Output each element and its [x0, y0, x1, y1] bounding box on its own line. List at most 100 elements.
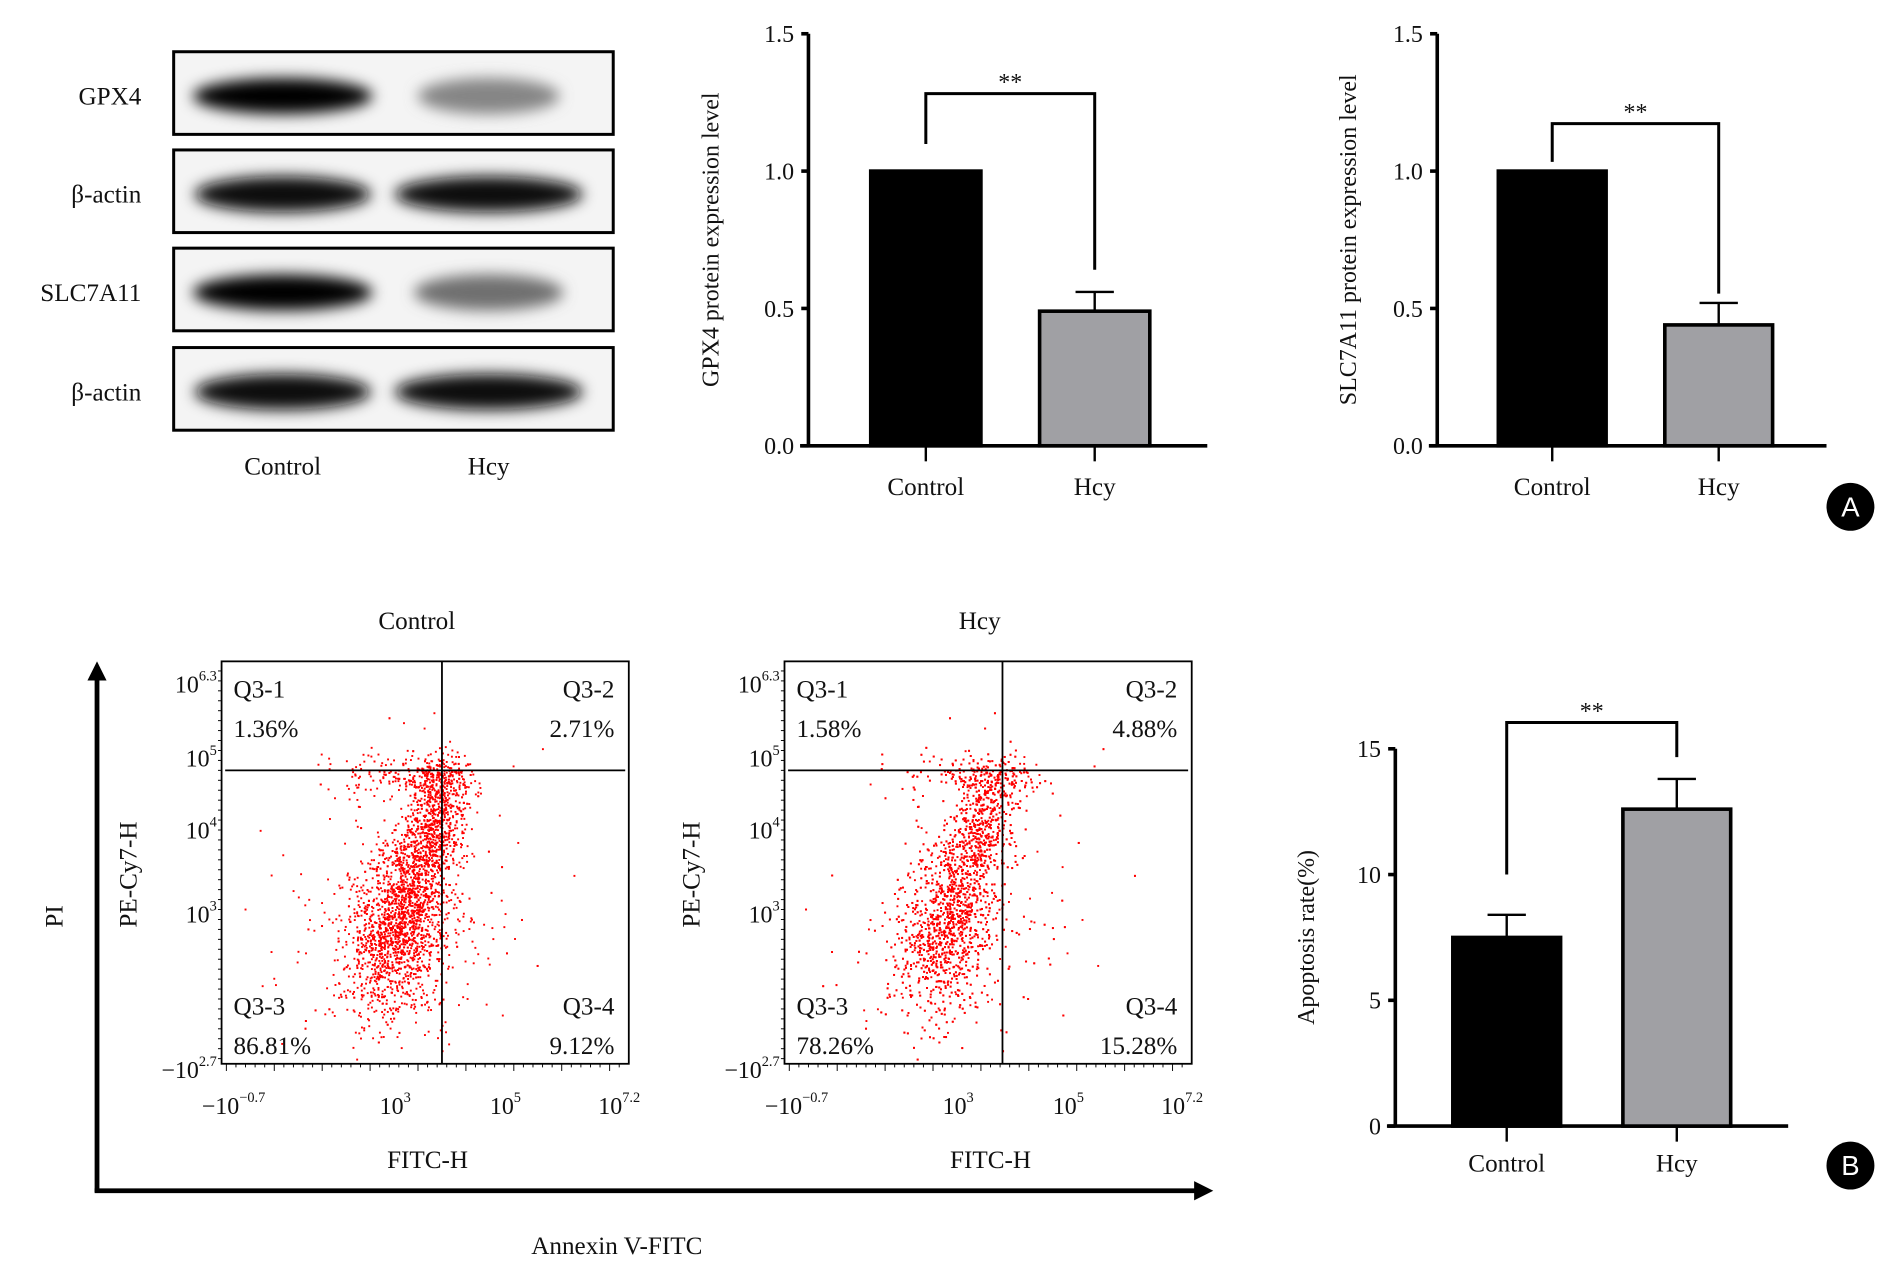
event-dot — [469, 763, 472, 766]
event-dot — [423, 802, 426, 805]
event-dot — [360, 952, 363, 955]
event-dot — [410, 831, 413, 834]
event-dot — [390, 871, 393, 874]
protein-band — [417, 78, 560, 115]
event-dot — [404, 925, 407, 928]
event-dot — [391, 888, 394, 891]
event-dot — [348, 918, 351, 921]
event-dot — [309, 919, 311, 922]
event-dot — [428, 851, 431, 854]
event-dot — [450, 755, 453, 758]
event-dot — [464, 784, 467, 787]
event-dot — [378, 942, 381, 945]
event-dot — [377, 753, 380, 756]
event-dot — [464, 828, 467, 831]
event-dot — [397, 777, 399, 780]
event-dot — [448, 884, 451, 886]
event-dot — [447, 866, 450, 869]
event-dot — [462, 912, 465, 915]
event-dot — [437, 837, 440, 840]
event-dot — [422, 772, 425, 775]
event-dot — [399, 856, 401, 859]
event-dot — [433, 823, 436, 826]
event-dot — [456, 812, 459, 815]
event-dot — [348, 878, 351, 881]
event-dot — [400, 901, 403, 903]
event-dot — [458, 861, 461, 864]
event-dot — [364, 905, 367, 908]
event-dot — [366, 889, 369, 891]
event-dot — [420, 969, 423, 972]
event-dot — [437, 774, 440, 776]
event-dot — [371, 886, 374, 889]
event-dot — [423, 889, 426, 891]
event-dot — [421, 878, 424, 881]
event-dot — [399, 926, 402, 929]
event-dot — [390, 941, 393, 944]
event-dot — [390, 938, 393, 941]
event-dot — [415, 855, 418, 858]
event-dot — [430, 943, 433, 946]
event-dot — [412, 868, 415, 871]
event-dot — [442, 935, 445, 938]
event-dot — [410, 865, 413, 868]
event-dot — [395, 894, 398, 897]
event-dot — [380, 913, 383, 916]
event-dot — [987, 819, 990, 822]
event-dot — [436, 768, 439, 771]
event-dot — [387, 950, 390, 953]
event-dot — [398, 912, 401, 915]
event-dot — [369, 920, 372, 922]
event-dot — [425, 894, 427, 897]
y-axis-title: PE-Cy7-H — [116, 821, 143, 927]
event-dot — [390, 921, 393, 924]
event-dot — [372, 936, 374, 939]
event-dot — [417, 848, 420, 851]
event-dot — [415, 865, 418, 868]
event-dot — [406, 941, 409, 944]
event-dot — [969, 822, 972, 825]
event-dot — [376, 982, 379, 985]
event-dot — [431, 924, 434, 927]
event-dot — [454, 770, 457, 773]
event-dot — [461, 824, 464, 827]
event-dot — [412, 812, 414, 815]
event-dot — [389, 943, 392, 946]
event-dot — [438, 811, 441, 814]
event-dot — [395, 918, 398, 921]
event-dot — [387, 978, 390, 981]
annexin-axis-title: Annexin V-FITC — [531, 1233, 702, 1260]
event-dot — [386, 895, 389, 898]
event-dot — [452, 787, 455, 790]
event-dot — [383, 889, 386, 892]
event-dot — [425, 838, 427, 841]
event-dot — [398, 972, 401, 975]
event-dot — [329, 763, 332, 766]
event-dot — [422, 964, 425, 967]
event-dot — [386, 986, 389, 988]
event-dot — [379, 976, 382, 979]
event-dot — [423, 835, 426, 837]
event-dot — [904, 964, 907, 967]
event-dot — [436, 855, 439, 857]
event-dot — [435, 764, 438, 767]
event-dot — [421, 983, 424, 986]
event-dot — [377, 914, 380, 917]
event-dot — [379, 941, 382, 944]
event-dot — [383, 918, 386, 921]
event-dot — [380, 933, 383, 936]
event-dot — [417, 786, 420, 789]
event-dot — [406, 959, 409, 962]
event-dot — [423, 845, 426, 848]
event-dot — [446, 818, 449, 821]
event-dot — [423, 819, 426, 822]
event-dot — [424, 825, 427, 828]
event-dot — [462, 996, 465, 999]
event-dot — [321, 902, 324, 905]
event-dot — [907, 874, 909, 877]
event-dot — [410, 1006, 413, 1009]
event-dot — [439, 874, 442, 877]
event-dot — [422, 904, 425, 907]
event-dot — [437, 814, 439, 817]
